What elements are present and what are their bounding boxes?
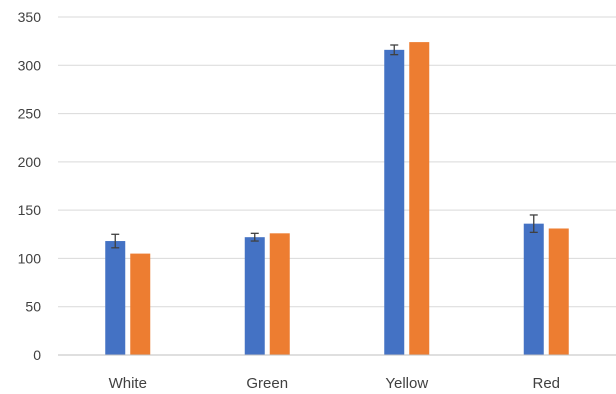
x-category-label: White bbox=[109, 375, 147, 392]
error-bar-red bbox=[529, 214, 538, 234]
y-tick-label: 350 bbox=[18, 9, 42, 25]
y-tick-label: 50 bbox=[25, 299, 41, 315]
x-axis-category-labels: White Green Yellow Red bbox=[109, 375, 560, 392]
y-tick-label: 150 bbox=[18, 202, 42, 218]
error-bar-green bbox=[250, 232, 259, 242]
x-category-label: Green bbox=[246, 375, 288, 392]
x-category-label: Yellow bbox=[385, 375, 428, 392]
error-bar-white bbox=[111, 233, 120, 249]
bar-yellow-series-2 bbox=[409, 42, 430, 355]
y-axis-tick-labels: 0 50 100 150 200 250 300 350 bbox=[18, 9, 42, 363]
bar-white-series-2 bbox=[130, 253, 151, 355]
error-bar-yellow bbox=[390, 44, 399, 56]
y-tick-label: 0 bbox=[33, 347, 41, 363]
bar-green-series-2 bbox=[269, 233, 290, 355]
y-tick-label: 100 bbox=[18, 250, 42, 266]
gridlines bbox=[58, 16, 616, 356]
x-category-label: Red bbox=[532, 375, 560, 392]
y-tick-label: 300 bbox=[18, 57, 42, 73]
bar-red-series-1 bbox=[523, 223, 544, 355]
y-tick-label: 250 bbox=[18, 106, 42, 122]
bar-red-series-2 bbox=[548, 228, 569, 355]
y-tick-label: 200 bbox=[18, 154, 42, 170]
bar-yellow-series-1 bbox=[384, 49, 405, 355]
bar-green-series-1 bbox=[244, 237, 265, 355]
bar-white-series-1 bbox=[105, 241, 126, 355]
error-bars bbox=[111, 44, 538, 249]
bars bbox=[105, 42, 569, 355]
